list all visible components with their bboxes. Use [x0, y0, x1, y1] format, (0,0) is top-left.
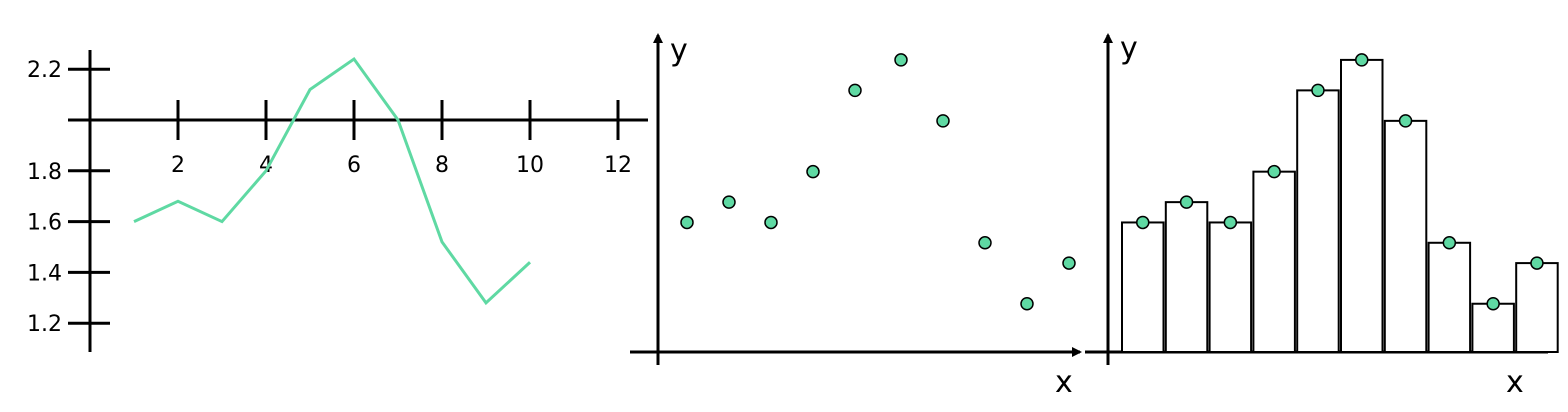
x-tick-label: 12 — [604, 153, 632, 178]
scatter-points — [680, 53, 1076, 311]
x-tick-label: 4 — [259, 153, 273, 178]
y-tick-label: 1.4 — [27, 261, 62, 286]
x-axis-label: x — [1055, 365, 1073, 400]
bar — [1164, 201, 1209, 353]
bar-point — [1267, 164, 1281, 179]
y-axis-label: y — [1120, 31, 1138, 66]
scatter-point — [848, 83, 862, 98]
y-tick-label: 1.6 — [27, 211, 62, 236]
bar — [1340, 58, 1384, 354]
bar — [1383, 119, 1428, 353]
scatter-point — [978, 236, 992, 250]
y-ticks: 1.2 1.4 1.6 1.8 2.2 — [27, 58, 110, 337]
x-tick-label: 10 — [516, 153, 544, 178]
scatter-point — [894, 53, 908, 67]
bar — [1427, 241, 1472, 353]
bars — [1121, 58, 1559, 354]
y-tick-label: 1.2 — [27, 312, 62, 337]
bar-point — [1179, 195, 1194, 209]
scatter-point — [936, 114, 950, 128]
bar-point — [1355, 53, 1369, 67]
bar — [1252, 170, 1296, 353]
bar-chart-panel: y x — [1085, 31, 1559, 400]
series-line — [133, 56, 532, 306]
scatter-chart-panel: y x — [630, 33, 1082, 400]
bar-point — [1223, 215, 1238, 230]
scatter-point — [806, 164, 820, 179]
line-chart-panel: 2 4 6 8 10 12 1.2 1.4 1.6 1.8 2.2 — [27, 50, 648, 352]
bar-point — [1486, 296, 1500, 311]
x-tick-label: 2 — [171, 153, 185, 178]
bar — [1121, 221, 1165, 353]
bar-points — [1136, 53, 1544, 311]
bar-point — [1311, 83, 1325, 98]
y-tick-label: 1.8 — [27, 160, 62, 185]
x-tick-label: 8 — [435, 153, 449, 178]
bar — [1208, 221, 1253, 353]
bar — [1296, 89, 1340, 353]
scatter-point — [680, 215, 694, 230]
x-tick-label: 6 — [347, 153, 361, 178]
bar-point — [1530, 256, 1544, 270]
scatter-point — [722, 195, 736, 209]
bar — [1515, 262, 1559, 354]
bar — [1471, 302, 1515, 353]
bar-point — [1136, 215, 1150, 230]
y-tick-label: 2.2 — [27, 58, 62, 83]
x-ticks: 2 4 6 8 10 12 — [171, 100, 632, 178]
bar-point — [1398, 114, 1413, 128]
scatter-point — [1020, 296, 1034, 311]
x-axis-label: x — [1506, 365, 1524, 400]
y-axis-label: y — [670, 33, 688, 68]
scatter-point — [764, 215, 778, 230]
bar-point — [1442, 236, 1457, 250]
scatter-point — [1062, 256, 1076, 270]
